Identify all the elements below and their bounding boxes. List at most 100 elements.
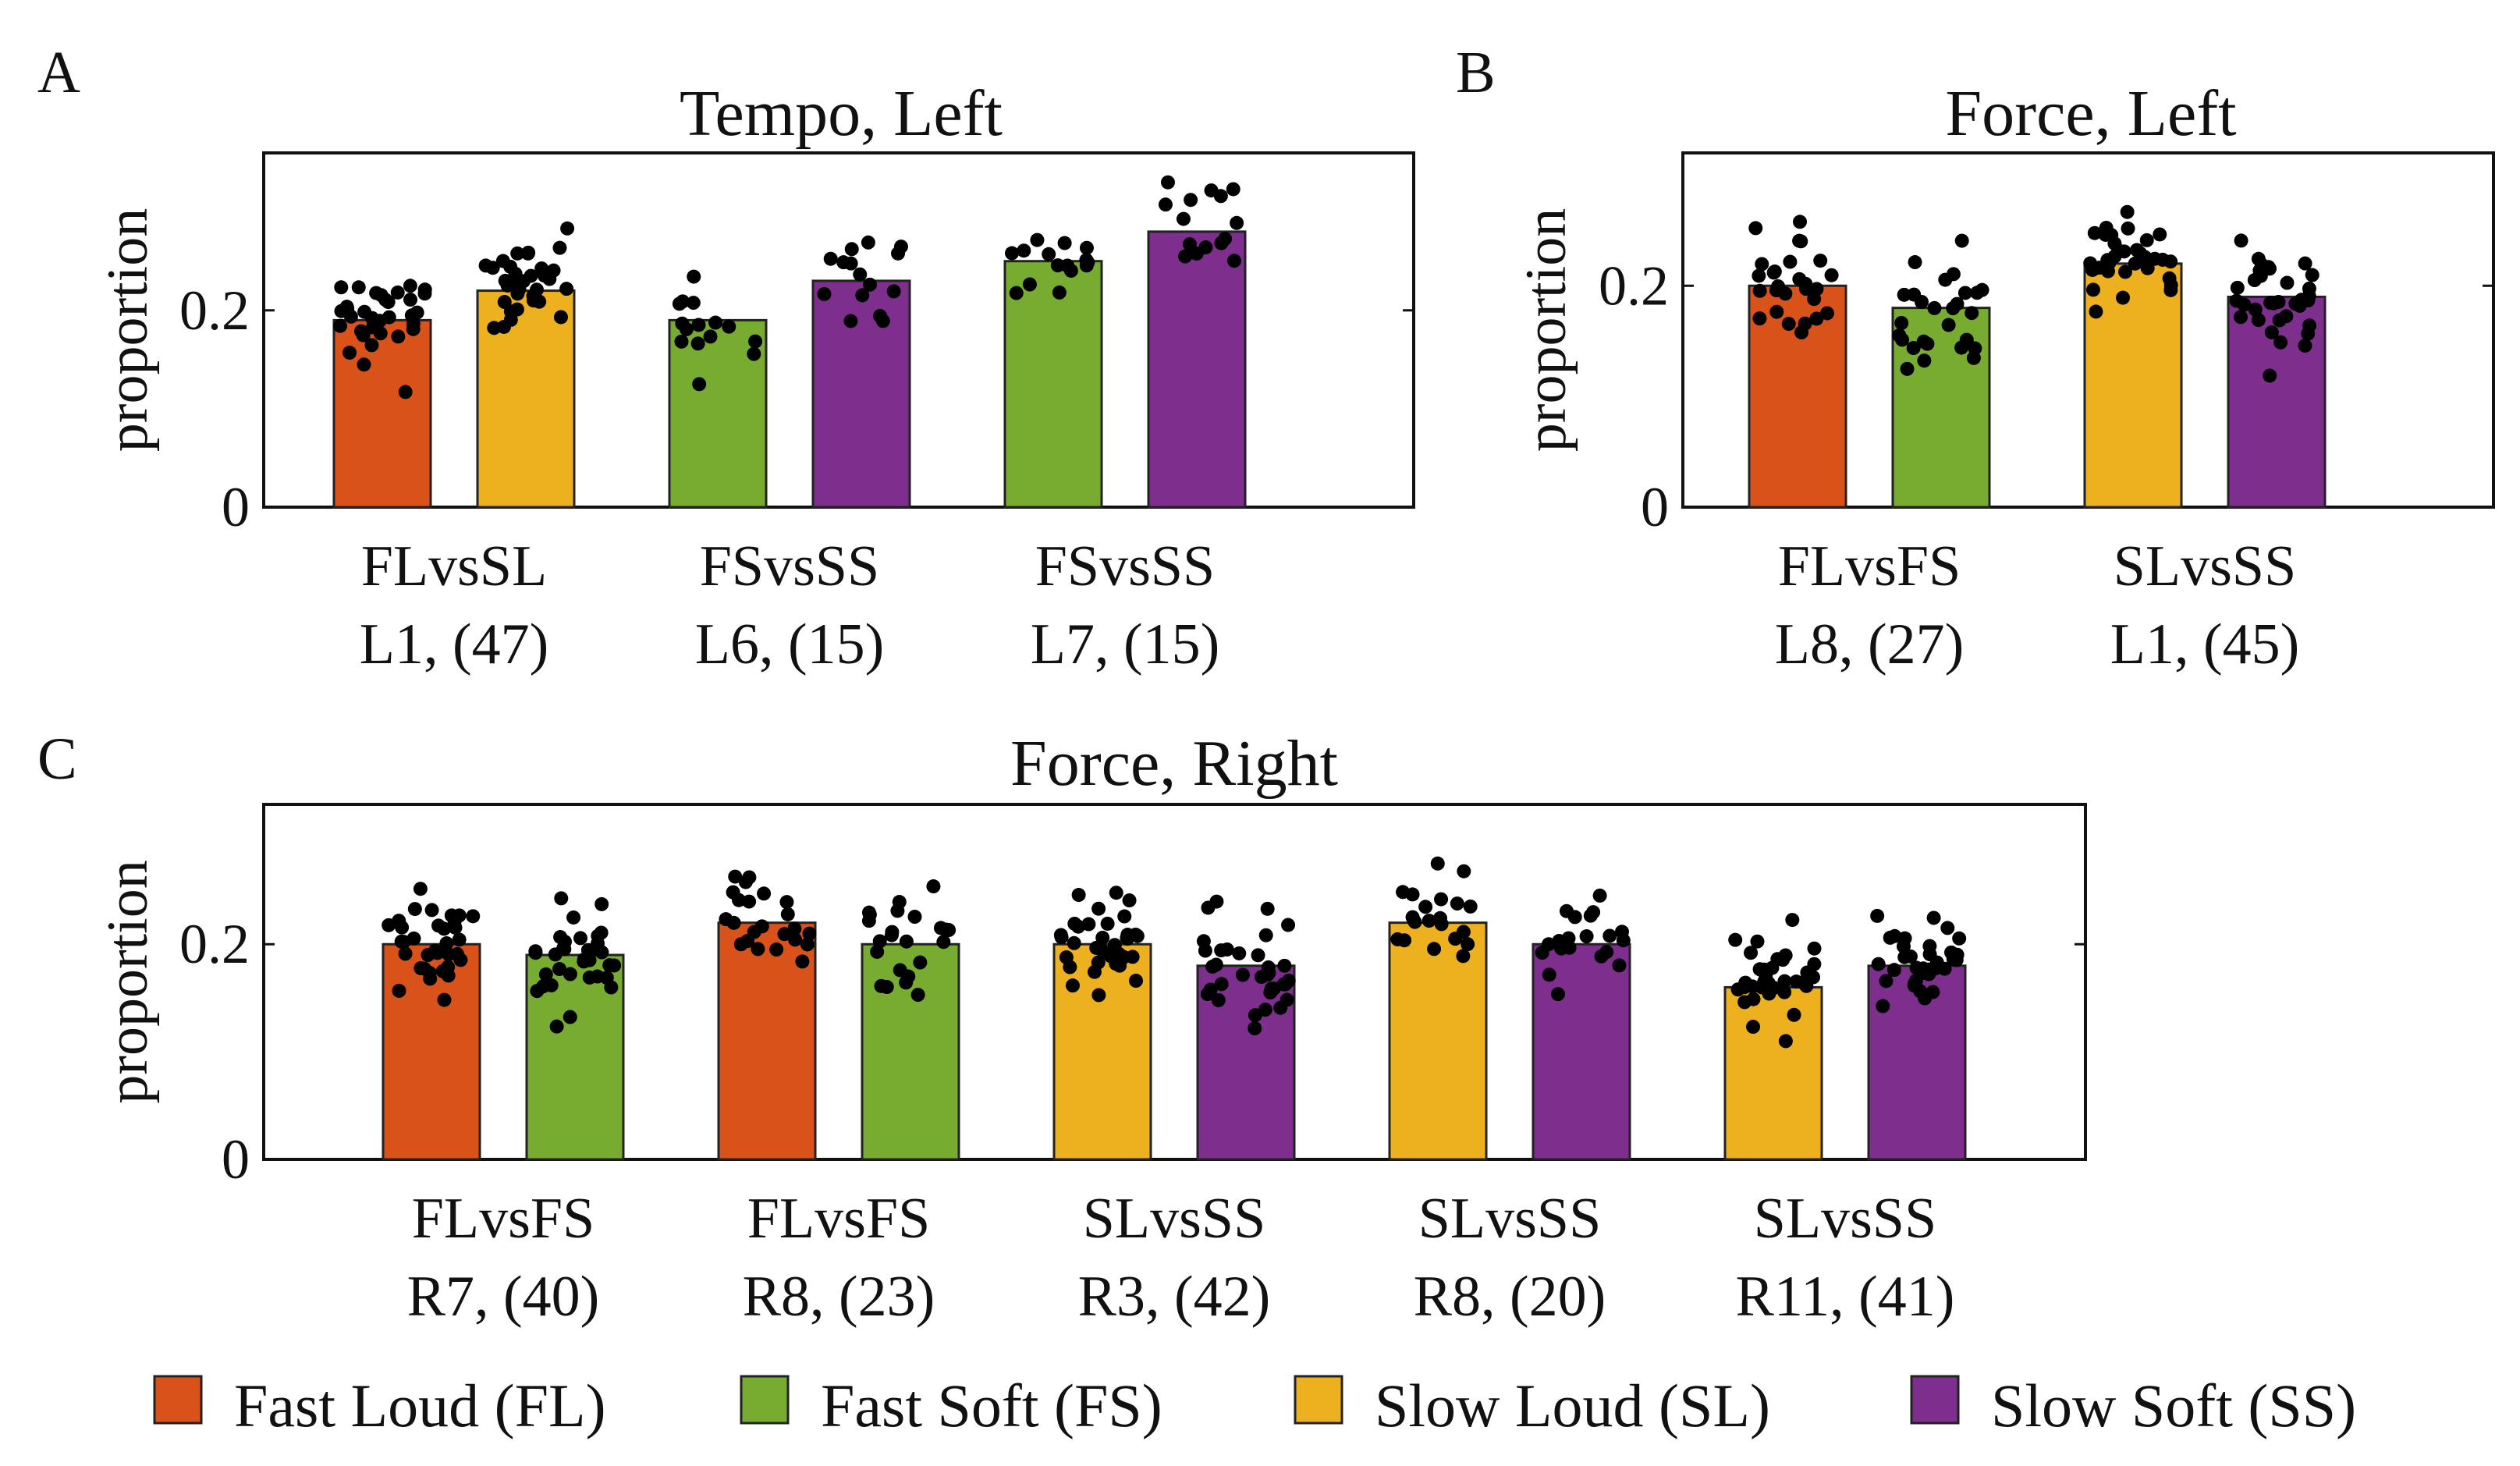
panel-b-data-point bbox=[1894, 316, 1909, 331]
panel-c-data-point bbox=[1277, 958, 1292, 973]
panel-c-data-point bbox=[802, 926, 817, 941]
panel-c-data-point bbox=[1946, 952, 1961, 967]
panel-b-data-point bbox=[1954, 233, 1969, 248]
panel-a-data-point bbox=[391, 329, 406, 344]
panel-b-data-point bbox=[2305, 268, 2319, 282]
panel-a-data-point bbox=[503, 304, 518, 319]
panel-c-data-point bbox=[1800, 965, 1815, 980]
panel-b-data-point bbox=[2251, 251, 2266, 266]
panel-c-data-point bbox=[779, 895, 794, 910]
panel-b-data-point bbox=[1793, 215, 1808, 229]
panel-b-data-point bbox=[1781, 317, 1796, 332]
panel-b-data-point bbox=[2263, 261, 2277, 276]
panel-b-data-point bbox=[1748, 221, 1763, 236]
panel-c-data-point bbox=[1214, 943, 1229, 958]
panel-b-data-point bbox=[1914, 294, 1929, 309]
panel-c-data-point bbox=[437, 921, 452, 936]
panel-b-data-point bbox=[2264, 325, 2279, 340]
panel-b-data-point bbox=[2229, 293, 2244, 308]
panel-b-data-point bbox=[2102, 255, 2117, 270]
panel-b-data-point bbox=[1950, 296, 1965, 311]
panel-c-data-point bbox=[738, 875, 753, 889]
panel-a-data-point bbox=[560, 221, 575, 236]
panel-b-data-point bbox=[2085, 282, 2100, 297]
legend-swatch-fs bbox=[740, 1375, 790, 1425]
panel-b-data-point bbox=[2234, 310, 2248, 325]
panel-b-data-point bbox=[1792, 233, 1807, 248]
panel-a-data-point bbox=[1176, 211, 1191, 226]
panel-c-data-point bbox=[1762, 986, 1776, 1001]
panel-a-title: Tempo, Left bbox=[680, 77, 1003, 150]
panel-c-data-point bbox=[751, 942, 765, 957]
panel-b-data-point bbox=[2129, 243, 2144, 257]
panel-c-data-point bbox=[1463, 899, 1478, 914]
panel-a-data-point bbox=[690, 336, 705, 351]
panel-b-data-point bbox=[2294, 293, 2309, 307]
panel-c-data-point bbox=[406, 931, 421, 946]
panel-c-data-point bbox=[913, 955, 928, 970]
panel-a-data-point bbox=[687, 269, 701, 284]
panel-a-data-point bbox=[390, 285, 405, 300]
panel-c-data-point bbox=[1248, 1021, 1262, 1036]
panel-c-xlabel-comparison: FLvsFS bbox=[747, 1187, 930, 1251]
panel-c-data-point bbox=[1886, 963, 1901, 978]
legend-label-ss: Slow Soft (SS) bbox=[1991, 1372, 2356, 1439]
panel-c-data-point bbox=[1926, 910, 1941, 925]
panel-a-data-point bbox=[679, 321, 694, 336]
panel-c-data-point bbox=[1579, 929, 1594, 944]
panel-b-xlabel-comparison: SLvsSS bbox=[2114, 534, 2296, 598]
panel-c-data-point bbox=[1434, 892, 1449, 907]
panel-a-data-point bbox=[521, 245, 536, 260]
panel-b-data-point bbox=[2163, 282, 2178, 297]
panel-c-data-point bbox=[1232, 946, 1247, 960]
panel-b-title: Force, Left bbox=[1945, 77, 2236, 150]
panel-a-data-point bbox=[364, 338, 379, 353]
panel-b-data-point bbox=[2121, 221, 2135, 236]
panel-c-data-point bbox=[870, 944, 885, 959]
panel-c-data-point bbox=[602, 958, 617, 973]
panel-a-data-point bbox=[844, 242, 859, 257]
panel-c-data-point bbox=[1785, 913, 1800, 928]
panel-c-data-point bbox=[1100, 916, 1115, 931]
panel-b-data-point bbox=[1927, 300, 1942, 315]
panel-a-data-point bbox=[357, 357, 371, 372]
panel-c-data-point bbox=[1777, 985, 1792, 999]
panel-a-data-point bbox=[748, 334, 763, 349]
panel-c-data-point bbox=[1063, 960, 1077, 974]
panel-a-data-point bbox=[1226, 254, 1241, 268]
panel-c-ytick-label: 0 bbox=[222, 1128, 250, 1191]
panel-a-data-point bbox=[1057, 236, 1072, 250]
panel-a-data-point bbox=[1226, 182, 1240, 197]
panel-a-data-point bbox=[403, 293, 418, 307]
panel-a-data-point bbox=[495, 254, 510, 268]
panel-c-ytick-label: 0.2 bbox=[179, 913, 250, 975]
panel-c-data-point bbox=[1583, 908, 1598, 923]
panel-a-data-point bbox=[1230, 215, 1244, 230]
panel-c-data-point bbox=[1603, 928, 1617, 943]
panel-a-data-point bbox=[559, 282, 574, 296]
panel-c-data-point bbox=[1120, 931, 1134, 946]
panel-a-data-point bbox=[676, 294, 690, 309]
panel-a-data-point bbox=[1009, 286, 1024, 300]
panel-b-data-point bbox=[1895, 332, 1910, 347]
panel-b-data-point bbox=[2087, 225, 2102, 240]
panel-c-data-point bbox=[556, 941, 571, 956]
panel-a-data-point bbox=[891, 246, 906, 261]
panel-a-ytick-label: 0 bbox=[222, 476, 250, 538]
panel-b-data-point bbox=[1965, 306, 1979, 321]
panel-a-data-point bbox=[351, 280, 366, 295]
panel-c-xlabel-condition: R3, (42) bbox=[1078, 1265, 1271, 1329]
panel-c-data-point bbox=[1896, 939, 1911, 954]
panel-c-data-point bbox=[1125, 950, 1140, 964]
panel-c-bar-sl bbox=[1388, 921, 1488, 1161]
panel-c-data-point bbox=[1209, 957, 1223, 972]
panel-c-data-point bbox=[1261, 960, 1276, 974]
panel-c-data-point bbox=[452, 908, 467, 923]
panel-c-data-point bbox=[788, 932, 803, 947]
panel-c-data-point bbox=[1065, 978, 1080, 993]
panel-b-xlabel-comparison: FLvsFS bbox=[1778, 534, 1961, 598]
panel-c-data-point bbox=[1916, 965, 1931, 980]
panel-c-data-point bbox=[1762, 976, 1776, 991]
panel-c-data-point bbox=[1214, 977, 1229, 992]
panel-b-data-point bbox=[1900, 361, 1915, 376]
